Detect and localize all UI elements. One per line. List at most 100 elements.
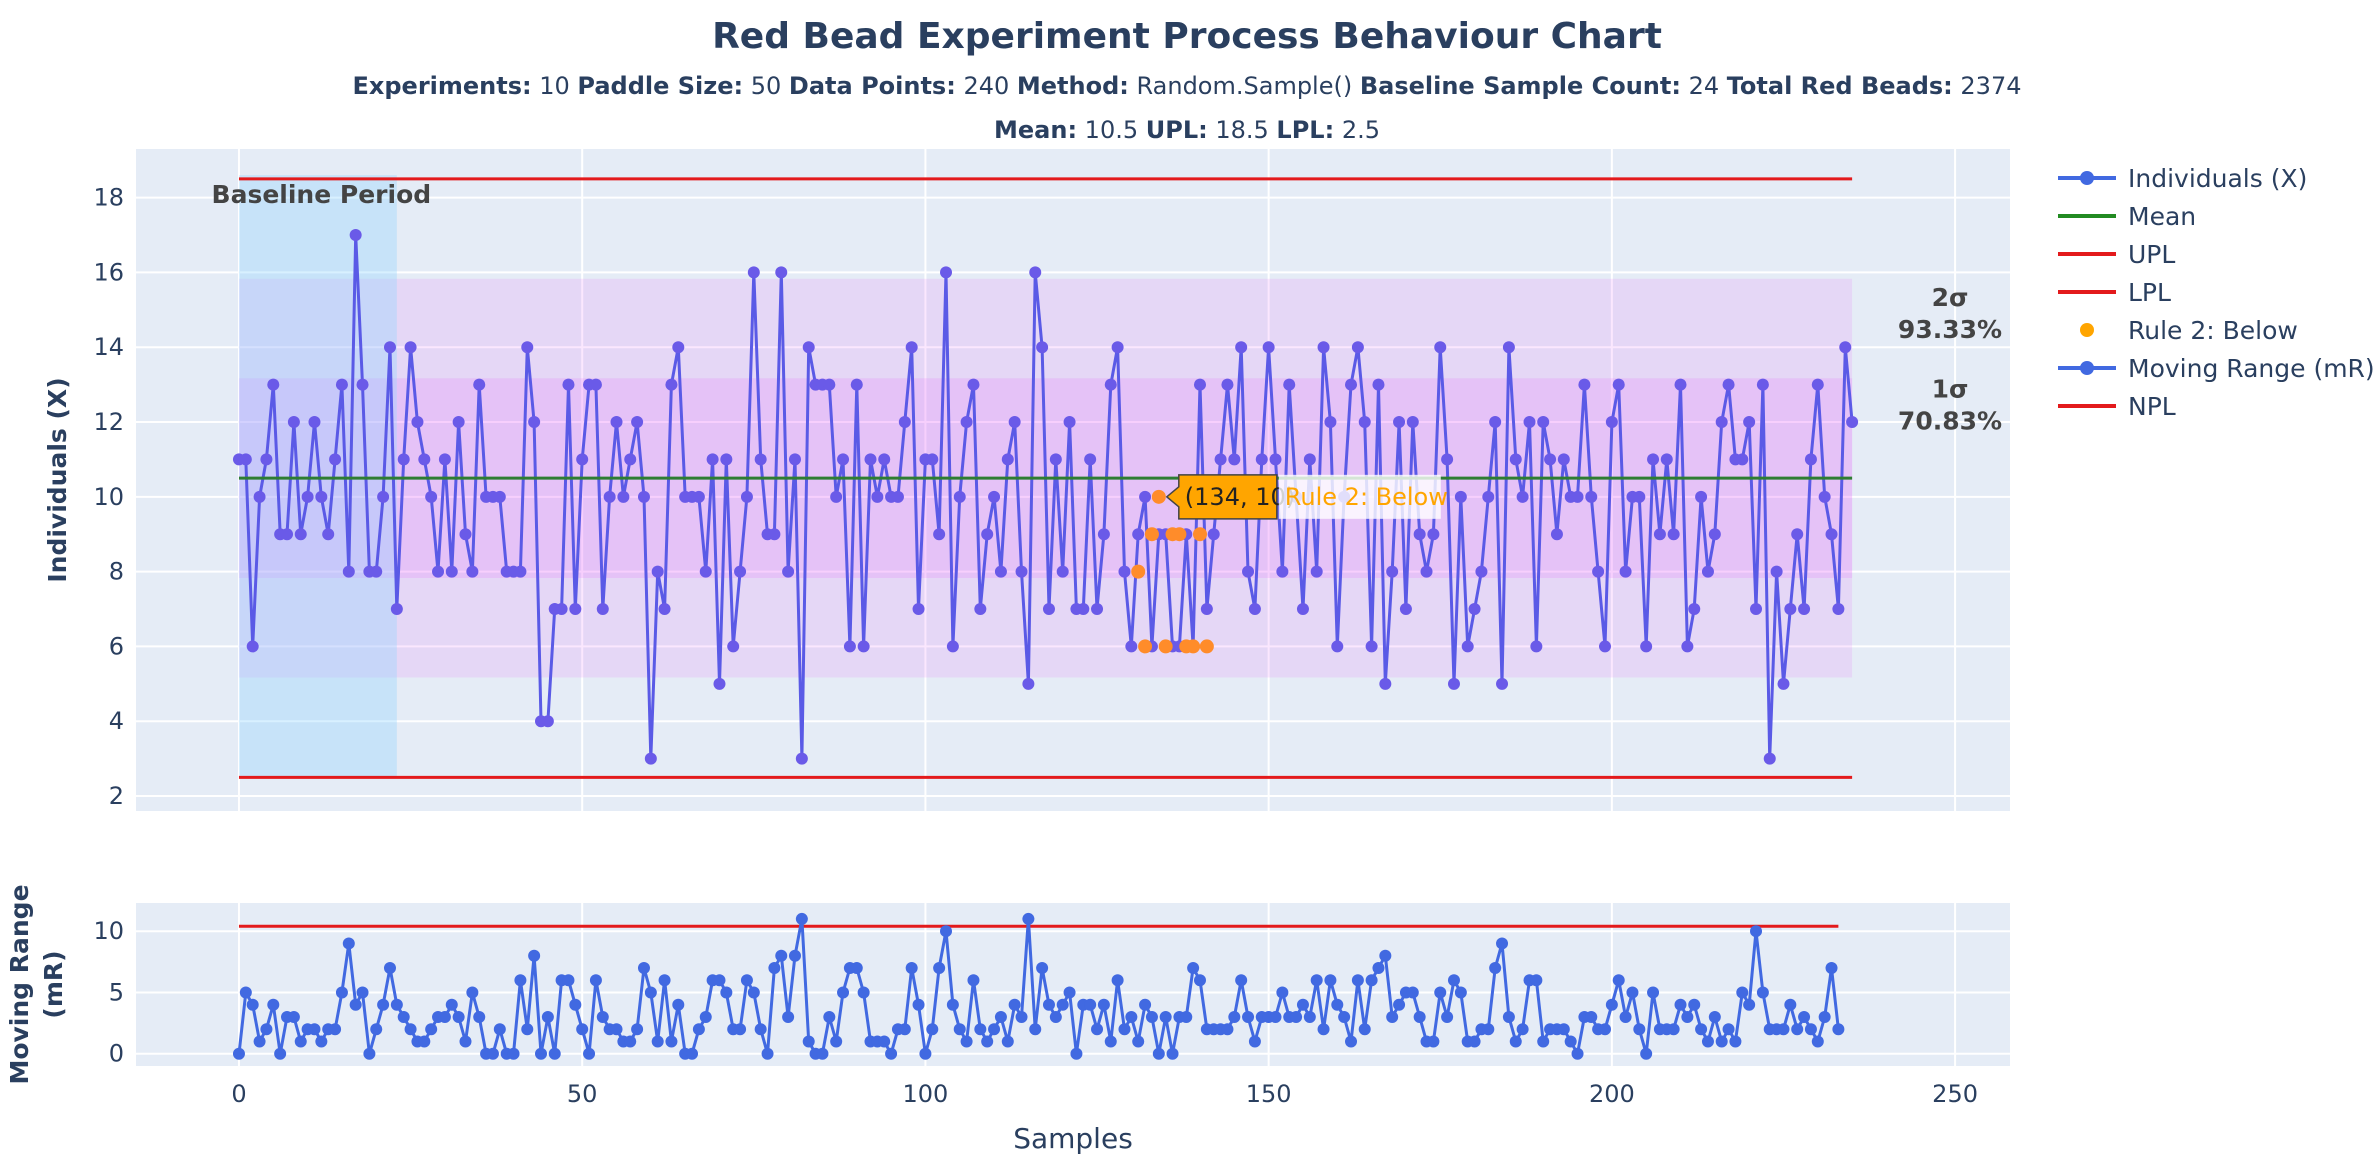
rule2-point[interactable] — [1192, 527, 1207, 542]
moving-range-point[interactable] — [1111, 974, 1124, 987]
individuals-point[interactable] — [699, 565, 712, 578]
moving-range-point[interactable] — [1612, 974, 1625, 987]
individuals-point[interactable] — [1523, 416, 1536, 429]
individuals-point[interactable] — [1784, 603, 1797, 616]
moving-range-point[interactable] — [1777, 1023, 1790, 1036]
moving-range-point[interactable] — [1633, 1023, 1646, 1036]
individuals-point[interactable] — [1118, 565, 1131, 578]
individuals-point[interactable] — [1756, 378, 1769, 391]
moving-range-point[interactable] — [850, 961, 863, 974]
moving-range-point[interactable] — [1811, 1035, 1824, 1048]
moving-range-point[interactable] — [1125, 1010, 1138, 1023]
moving-range-point[interactable] — [1365, 974, 1378, 987]
individuals-point[interactable] — [967, 378, 980, 391]
individuals-point[interactable] — [843, 640, 856, 653]
moving-range-point[interactable] — [1729, 1035, 1742, 1048]
moving-range-point[interactable] — [692, 1023, 705, 1036]
individuals-point[interactable] — [672, 341, 685, 354]
individuals-point[interactable] — [1544, 453, 1557, 466]
individuals-point[interactable] — [528, 416, 541, 429]
moving-range-point[interactable] — [823, 1010, 836, 1023]
moving-range-point[interactable] — [1029, 1023, 1042, 1036]
moving-range-point[interactable] — [1468, 1035, 1481, 1048]
moving-range-point[interactable] — [1825, 961, 1838, 974]
legend-item-upl[interactable]: UPL — [2058, 240, 2175, 269]
moving-range-point[interactable] — [1598, 1023, 1611, 1036]
moving-range-point[interactable] — [1516, 1023, 1529, 1036]
individuals-point[interactable] — [1413, 528, 1426, 541]
moving-range-point[interactable] — [1036, 961, 1049, 974]
individuals-point[interactable] — [342, 565, 355, 578]
moving-range-point[interactable] — [267, 998, 280, 1011]
moving-range-point[interactable] — [528, 949, 541, 962]
moving-range-point[interactable] — [1454, 986, 1467, 999]
individuals-point[interactable] — [1049, 453, 1062, 466]
individuals-point[interactable] — [1832, 603, 1845, 616]
moving-range-point[interactable] — [596, 1010, 609, 1023]
moving-range-point[interactable] — [521, 1023, 534, 1036]
individuals-point[interactable] — [1592, 565, 1605, 578]
legend-item-rule-2-below[interactable]: Rule 2: Below — [2080, 316, 2298, 345]
individuals-point[interactable] — [974, 603, 987, 616]
individuals-point[interactable] — [239, 453, 252, 466]
moving-range-point[interactable] — [452, 1010, 465, 1023]
individuals-point[interactable] — [637, 490, 650, 503]
individuals-point[interactable] — [1688, 603, 1701, 616]
individuals-point[interactable] — [432, 565, 445, 578]
moving-range-point[interactable] — [1084, 998, 1097, 1011]
individuals-point[interactable] — [1193, 378, 1206, 391]
moving-range-point[interactable] — [720, 986, 733, 999]
individuals-point[interactable] — [438, 453, 451, 466]
individuals-point[interactable] — [1310, 565, 1323, 578]
moving-range-point[interactable] — [507, 1047, 520, 1060]
moving-range-point[interactable] — [356, 986, 369, 999]
moving-range-point[interactable] — [1434, 986, 1447, 999]
moving-range-point[interactable] — [1296, 998, 1309, 1011]
moving-range-point[interactable] — [404, 1023, 417, 1036]
moving-range-point[interactable] — [418, 1035, 431, 1048]
individuals-point[interactable] — [1104, 378, 1117, 391]
individuals-point[interactable] — [802, 341, 815, 354]
moving-range-point[interactable] — [363, 1047, 376, 1060]
individuals-point[interactable] — [953, 490, 966, 503]
individuals-point[interactable] — [981, 528, 994, 541]
moving-range-point[interactable] — [514, 974, 527, 987]
moving-range-point[interactable] — [830, 1035, 843, 1048]
individuals-point[interactable] — [1530, 640, 1543, 653]
legend[interactable]: Individuals (X) Mean UPL LPL Rule 2: Below Mo… — [2058, 164, 2374, 421]
moving-range-point[interactable] — [1585, 1010, 1598, 1023]
moving-range-point[interactable] — [672, 998, 685, 1011]
rule2-point[interactable] — [1186, 639, 1201, 654]
individuals-point[interactable] — [1441, 453, 1454, 466]
individuals-point[interactable] — [1132, 528, 1145, 541]
moving-range-point[interactable] — [1276, 986, 1289, 999]
individuals-point[interactable] — [452, 416, 465, 429]
individuals-point[interactable] — [1667, 528, 1680, 541]
moving-range-point[interactable] — [761, 1047, 774, 1060]
individuals-point[interactable] — [1345, 378, 1358, 391]
individuals-point[interactable] — [589, 378, 602, 391]
individuals-point[interactable] — [322, 528, 335, 541]
moving-range-point[interactable] — [1496, 937, 1509, 950]
individuals-point[interactable] — [1777, 677, 1790, 690]
individuals-point[interactable] — [562, 378, 575, 391]
individuals-point[interactable] — [1770, 565, 1783, 578]
individuals-point[interactable] — [878, 453, 891, 466]
individuals-point[interactable] — [1207, 528, 1220, 541]
individuals-point[interactable] — [1235, 341, 1248, 354]
moving-range-point[interactable] — [802, 1035, 815, 1048]
individuals-point[interactable] — [727, 640, 740, 653]
individuals-point[interactable] — [720, 453, 733, 466]
individuals-point[interactable] — [1221, 378, 1234, 391]
moving-range-point[interactable] — [1166, 1047, 1179, 1060]
moving-range-point[interactable] — [631, 1023, 644, 1036]
moving-range-point[interactable] — [1681, 1010, 1694, 1023]
individuals-point[interactable] — [857, 640, 870, 653]
moving-range-point[interactable] — [1406, 986, 1419, 999]
rule2-point[interactable] — [1158, 639, 1173, 654]
individuals-point[interactable] — [377, 490, 390, 503]
individuals-point[interactable] — [1262, 341, 1275, 354]
individuals-point[interactable] — [617, 490, 630, 503]
individuals-point[interactable] — [404, 341, 417, 354]
individuals-point[interactable] — [349, 229, 362, 242]
